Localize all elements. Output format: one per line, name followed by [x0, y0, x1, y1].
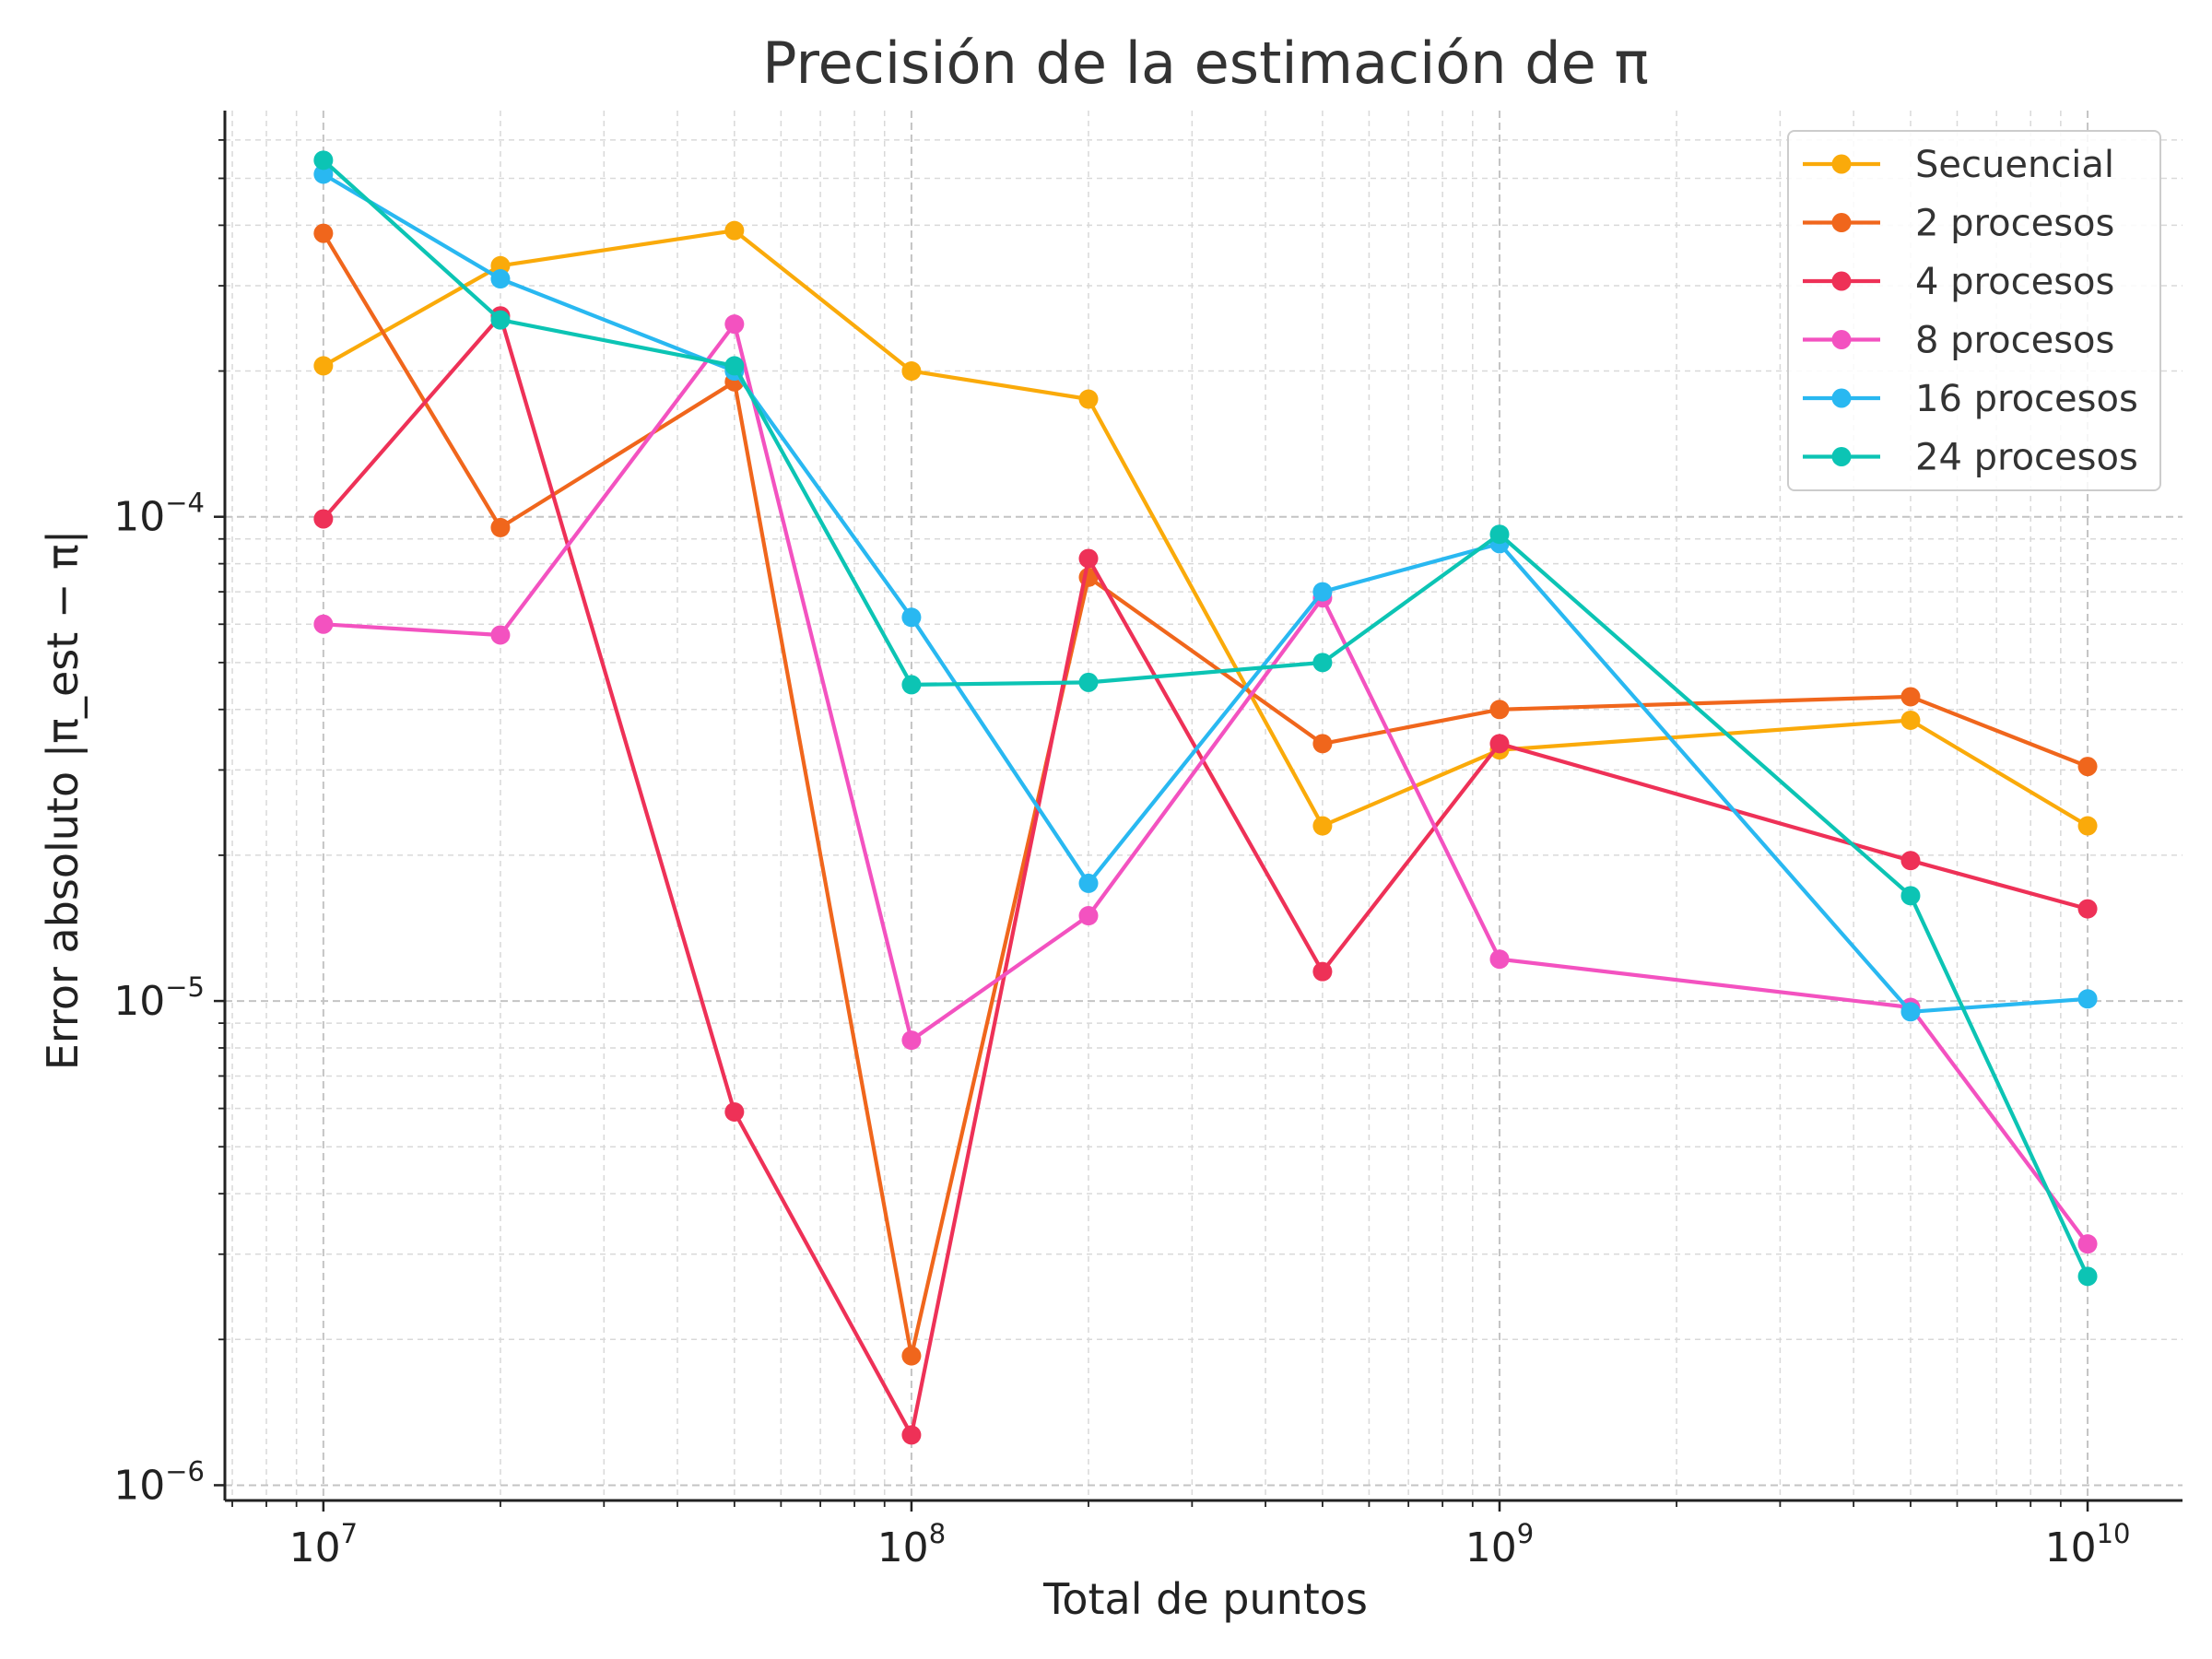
data-point — [2077, 1266, 2098, 1287]
data-point — [1489, 949, 1510, 970]
data-point — [490, 269, 511, 289]
tick-exponent: −4 — [165, 488, 205, 519]
series-1 — [313, 220, 2098, 836]
tick-base: 10 — [113, 1462, 165, 1509]
data-point — [1900, 687, 1921, 707]
data-point — [313, 614, 334, 634]
data-point — [490, 310, 511, 330]
tick-base: 10 — [2045, 1524, 2097, 1571]
data-point — [901, 1425, 922, 1445]
data-point — [2077, 899, 2098, 919]
data-point — [1078, 548, 1099, 569]
data-point — [901, 1346, 922, 1366]
data-point — [1900, 1002, 1921, 1022]
x-tick-label: 107 — [289, 1518, 358, 1571]
data-point — [1312, 582, 1333, 602]
legend-marker — [1831, 213, 1852, 232]
data-point — [1900, 886, 1921, 906]
x-tick-label: 109 — [1465, 1518, 1534, 1571]
legend-marker — [1831, 154, 1852, 174]
y-axis-label: Error absoluto |π_est − π| — [38, 530, 88, 1070]
data-point — [313, 356, 334, 376]
y-tick-label: 10−4 — [113, 488, 205, 541]
data-point — [1312, 961, 1333, 982]
legend-box — [1787, 130, 2161, 491]
legend-label: 24 procesos — [1915, 437, 2138, 479]
data-point — [1312, 734, 1333, 754]
legend-marker — [1831, 271, 1852, 291]
data-point — [313, 509, 334, 529]
data-point — [1078, 672, 1099, 692]
legend-label: Secuencial — [1915, 144, 2114, 186]
data-point — [490, 517, 511, 537]
legend-marker — [1831, 388, 1852, 408]
tick-exponent: 9 — [1517, 1518, 1534, 1549]
data-point — [1078, 906, 1099, 926]
data-point — [313, 223, 334, 243]
data-point — [1900, 710, 1921, 730]
data-point — [490, 625, 511, 645]
series-2 — [313, 223, 2098, 1366]
data-point — [901, 675, 922, 695]
data-point — [901, 1030, 922, 1051]
tick-base: 10 — [1465, 1524, 1517, 1571]
data-point — [724, 314, 745, 335]
data-point — [724, 1101, 745, 1122]
tick-base: 10 — [113, 494, 165, 541]
data-point — [2077, 757, 2098, 777]
data-point — [1312, 816, 1333, 836]
axes — [214, 111, 2183, 1512]
data-point — [1489, 700, 1510, 720]
tick-exponent: −5 — [165, 971, 205, 1003]
data-point — [313, 164, 334, 184]
data-point — [1900, 851, 1921, 871]
tick-base: 10 — [289, 1524, 341, 1571]
tick-exponent: 8 — [929, 1518, 946, 1549]
legend: Secuencial 2 procesos 4 procesos 8 procesos… — [1787, 130, 2161, 491]
legend-label: 8 procesos — [1915, 320, 2114, 362]
data-point — [2077, 816, 2098, 836]
x-tick-label: 108 — [877, 1518, 946, 1571]
x-axis-label: Total de puntos — [1042, 1574, 1368, 1624]
chart-title: Precisión de la estimación de π — [762, 29, 1649, 97]
legend-marker — [1831, 330, 1852, 349]
data-point — [724, 220, 745, 241]
series-6 — [313, 150, 2098, 1287]
tick-exponent: 10 — [2097, 1518, 2131, 1549]
data-point — [901, 607, 922, 628]
y-tick-label: 10−5 — [113, 971, 205, 1025]
legend-label: 16 procesos — [1915, 378, 2138, 420]
data-point — [2077, 989, 2098, 1009]
data-point — [724, 356, 745, 376]
data-point — [1489, 524, 1510, 545]
x-tick-label: 1010 — [2045, 1518, 2131, 1571]
legend-label: 2 procesos — [1915, 203, 2114, 245]
tick-exponent: 7 — [341, 1518, 358, 1549]
tick-base: 10 — [113, 978, 165, 1025]
tick-base: 10 — [877, 1524, 929, 1571]
legend-label: 4 procesos — [1915, 261, 2114, 303]
y-tick-label: 10−6 — [113, 1455, 205, 1509]
series-layer — [313, 150, 2098, 1445]
tick-exponent: −6 — [165, 1455, 205, 1487]
data-point — [1078, 389, 1099, 409]
data-point — [2077, 1234, 2098, 1254]
grid — [225, 111, 2183, 1500]
data-point — [901, 361, 922, 382]
data-point — [1078, 873, 1099, 893]
data-point — [313, 150, 334, 171]
data-point — [1312, 653, 1333, 673]
legend-marker — [1831, 447, 1852, 466]
data-point — [1489, 734, 1510, 754]
